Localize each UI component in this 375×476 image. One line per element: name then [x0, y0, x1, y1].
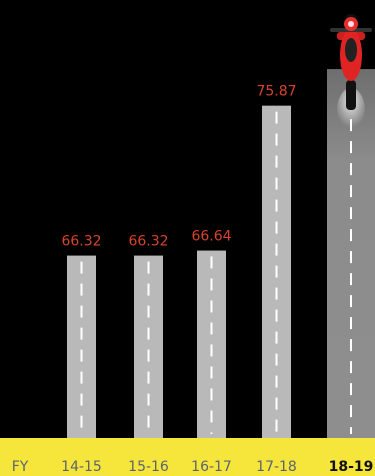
x-axis-label: FY: [12, 459, 29, 475]
motorcycle-icon: [330, 14, 372, 132]
background: [0, 0, 375, 438]
x-tick-label: 18-19: [329, 459, 374, 475]
value-label: 66.64: [191, 229, 231, 245]
value-label: 66.32: [61, 234, 101, 250]
value-label: 75.87: [256, 84, 296, 100]
bar: [134, 255, 163, 438]
x-tick-label: 17-18: [256, 459, 297, 475]
value-label: 66.32: [128, 234, 168, 250]
axis-strip: [0, 438, 375, 476]
x-tick-label: 14-15: [61, 459, 102, 475]
x-tick-label: 16-17: [191, 459, 232, 475]
bar: [67, 255, 96, 438]
x-tick-label: 15-16: [128, 459, 169, 475]
